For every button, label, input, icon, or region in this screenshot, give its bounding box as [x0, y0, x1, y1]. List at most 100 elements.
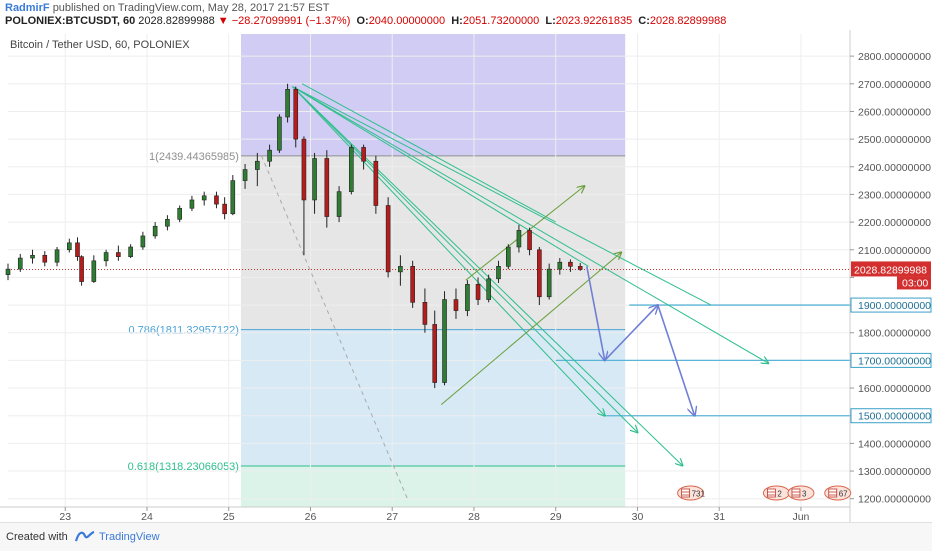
price-tag-label: 1500.00000000 [858, 411, 931, 423]
price-tag-box [850, 352, 932, 368]
event-flag-icon[interactable]: 731 [677, 485, 706, 501]
candle-body [577, 266, 583, 270]
candle-body [486, 278, 491, 300]
trend-line [465, 186, 585, 281]
candle-body [453, 299, 459, 311]
projection-arrow [585, 266, 605, 360]
us-flag-icon [767, 488, 776, 498]
symbol-label: POLONIEX:BTCUSDT, 60 [5, 15, 136, 27]
candle-body [17, 257, 23, 270]
candle-body [546, 268, 552, 298]
candle-body [140, 235, 146, 248]
x-tick-label: 29 [550, 511, 562, 522]
publish-info: published on TradingView.com, May 28, 20… [52, 2, 330, 14]
price-tag-label: 1900.00000000 [858, 300, 931, 312]
price-tag-box [850, 297, 932, 313]
x-tick-label: 26 [305, 511, 317, 522]
candle-body [475, 284, 481, 300]
tradingview-logo-icon [75, 530, 95, 542]
x-tick-label: 30 [632, 511, 644, 522]
trend-line [292, 86, 682, 466]
candle-body [349, 147, 354, 192]
candle-body [67, 242, 72, 251]
close-label: C: [638, 15, 650, 27]
y-tick-label: 2600.00000000 [858, 106, 931, 118]
candle-body [177, 207, 182, 220]
price-chart[interactable]: 1(2439.44365985) 0.786(1811.32957122) 0.61… [0, 30, 932, 522]
candle-body [312, 158, 317, 201]
candle-body [79, 256, 84, 282]
candle-body [189, 199, 195, 209]
last-price: 2028.82899988 [138, 15, 215, 27]
candle-body [5, 268, 11, 275]
candle-body [128, 246, 133, 257]
projection-arrow [604, 305, 658, 361]
event-flag-icon[interactable]: 2 [762, 485, 790, 501]
candle-body [324, 158, 330, 217]
y-tick-label: 1600.00000000 [858, 383, 931, 395]
candle-body [373, 160, 379, 206]
open-value: 2040.00000000 [368, 15, 446, 27]
candle-body [116, 252, 121, 257]
candle-body [75, 242, 80, 257]
event-count: 2 [777, 490, 782, 499]
candle-body [410, 266, 415, 303]
candle-body [30, 254, 35, 259]
fib-level-label: 0.618(1318.23066053) [128, 461, 239, 473]
event-count: 67 [839, 490, 848, 499]
low-label: L: [545, 15, 556, 27]
x-tick-label: 25 [223, 511, 235, 522]
y-tick-label: 1400.00000000 [858, 438, 931, 450]
event-flag-icon[interactable]: 67 [824, 485, 852, 501]
fib-zone-top [240, 34, 626, 156]
candle-body [277, 116, 282, 151]
candle-body [361, 147, 366, 162]
candle-body [422, 302, 428, 325]
candle-body [516, 230, 522, 248]
fib-zone-bottom [240, 465, 626, 507]
candle-body [285, 89, 290, 118]
trend-line [292, 86, 637, 433]
candle-body [432, 324, 438, 383]
candle-body [214, 195, 219, 205]
chart-title: Bitcoin / Tether USD, 60, POLONIEX [10, 39, 190, 51]
fib-zone-mid [240, 155, 626, 330]
us-flag-icon [681, 488, 690, 498]
candle-body [54, 249, 60, 263]
candle-body [152, 225, 158, 237]
price-tag-box [850, 408, 932, 424]
candle-body [293, 89, 299, 140]
event-count: 731 [692, 490, 706, 499]
last-price-tag [851, 261, 931, 277]
candle-body [505, 246, 511, 267]
x-tick-label: Jun [792, 511, 809, 522]
candle-body [255, 160, 260, 170]
y-tick-label: 2200.00000000 [858, 217, 931, 229]
candle-body [267, 149, 272, 162]
footer: Created with TradingView [0, 522, 932, 551]
candle-body [230, 180, 236, 215]
candle-body [222, 203, 227, 215]
y-tick-label: 2400.00000000 [858, 162, 931, 174]
author-link[interactable]: RadmirF [5, 2, 50, 14]
event-flag-icon[interactable]: 3 [787, 485, 815, 501]
candle-body [385, 205, 391, 273]
x-tick-label: 28 [468, 511, 480, 522]
candle-body [465, 284, 470, 311]
candle-body [442, 299, 447, 383]
x-tick-label: 23 [59, 511, 71, 522]
y-tick-label: 2800.00000000 [858, 51, 931, 63]
y-tick-label: 1800.00000000 [858, 328, 931, 340]
y-tick-label: 2700.00000000 [858, 79, 931, 91]
high-label: H: [451, 15, 463, 27]
y-tick-label: 1300.00000000 [858, 466, 931, 478]
y-tick-label: 2300.00000000 [858, 189, 931, 201]
candle-body [103, 252, 109, 262]
candles [5, 83, 583, 389]
candle-body [568, 261, 573, 267]
x-tick-label: 27 [386, 511, 398, 522]
candle-body [42, 254, 48, 263]
tradingview-link[interactable]: TradingView [99, 531, 160, 543]
trend-line [260, 155, 410, 502]
candle-body [537, 249, 542, 298]
